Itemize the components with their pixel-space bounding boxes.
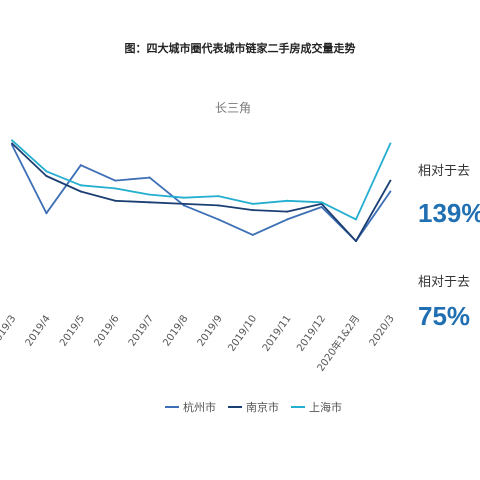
x-tick-label: 2019/8 <box>161 313 190 348</box>
legend-label-shanghai: 上海市 <box>309 401 342 414</box>
data-point-2-11 <box>389 142 392 145</box>
data-point-0-8 <box>286 218 289 221</box>
legend-item-shanghai: 上海市 <box>291 399 342 415</box>
series-line-1 <box>11 142 392 243</box>
legend-swatch-nanjing <box>228 406 242 408</box>
legend-item-hangzhou: 杭州市 <box>165 399 216 415</box>
data-point-0-3 <box>114 179 117 182</box>
data-point-1-4 <box>148 201 151 204</box>
data-point-2-3 <box>114 187 117 190</box>
data-point-0-7 <box>251 233 254 236</box>
x-tick-label: 2019/3 <box>0 313 18 348</box>
data-point-2-0 <box>11 139 13 142</box>
annotation-value-2: 75% <box>418 301 471 331</box>
annotation-label-2: 相对于去 <box>418 275 471 290</box>
series-line-0 <box>11 144 392 243</box>
x-tick-label: 2019/9 <box>196 313 225 348</box>
data-point-1-7 <box>251 209 254 212</box>
data-point-0-2 <box>79 164 82 167</box>
data-point-2-4 <box>148 193 151 196</box>
x-tick-label: 2019/6 <box>92 313 121 348</box>
series-line-2 <box>11 139 392 221</box>
data-point-1-2 <box>79 190 82 193</box>
data-point-1-6 <box>217 204 220 207</box>
data-point-2-7 <box>251 202 254 205</box>
data-point-2-1 <box>45 170 48 173</box>
figure-title: 图：四大城市圈代表城市链家二手房成交量走势 <box>124 42 356 55</box>
data-point-0-6 <box>217 218 220 221</box>
legend-label-nanjing: 南京市 <box>246 401 279 414</box>
x-tick-label: 2020/3 <box>368 313 397 348</box>
legend-item-nanjing: 南京市 <box>228 399 279 415</box>
legend-swatch-hangzhou <box>165 406 179 408</box>
data-point-2-6 <box>217 195 220 198</box>
annotation-value-1: 139% <box>418 198 480 228</box>
data-point-1-5 <box>183 202 185 205</box>
data-point-0-9 <box>320 206 323 208</box>
data-point-2-5 <box>183 196 185 199</box>
data-point-1-8 <box>286 210 289 213</box>
data-point-2-2 <box>79 184 82 187</box>
legend: 杭州市 南京市 上海市 <box>165 399 342 415</box>
x-tick-label: 2019/4 <box>24 313 53 348</box>
legend-swatch-shanghai <box>291 406 305 408</box>
data-point-1-10 <box>355 240 357 243</box>
data-point-0-4 <box>148 176 151 179</box>
x-tick-label: 2019/12 <box>295 313 328 353</box>
data-point-1-1 <box>45 175 48 177</box>
data-point-1-11 <box>389 179 392 182</box>
x-tick-label: 2019/7 <box>127 313 156 348</box>
x-tick-labels: 2019/3 2019/4 2019/5 2019/6 2019/7 2019/8 2019… <box>0 312 397 374</box>
data-point-2-8 <box>286 199 289 202</box>
data-point-2-9 <box>320 201 323 204</box>
chart-title: 长三角 <box>215 101 252 115</box>
data-point-0-1 <box>45 212 48 215</box>
data-point-1-0 <box>11 142 13 145</box>
data-point-0-11 <box>389 190 392 193</box>
series-layer <box>11 139 392 243</box>
data-point-0-5 <box>183 204 185 207</box>
x-tick-label: 2019/5 <box>58 313 87 348</box>
data-point-1-3 <box>114 199 117 202</box>
x-tick-label: 2019/10 <box>226 313 259 353</box>
annotation-label-1: 相对于去 <box>418 164 471 179</box>
legend-label-hangzhou: 杭州市 <box>183 401 216 414</box>
x-tick-label: 2019/11 <box>261 313 294 353</box>
data-point-2-10 <box>355 218 357 221</box>
